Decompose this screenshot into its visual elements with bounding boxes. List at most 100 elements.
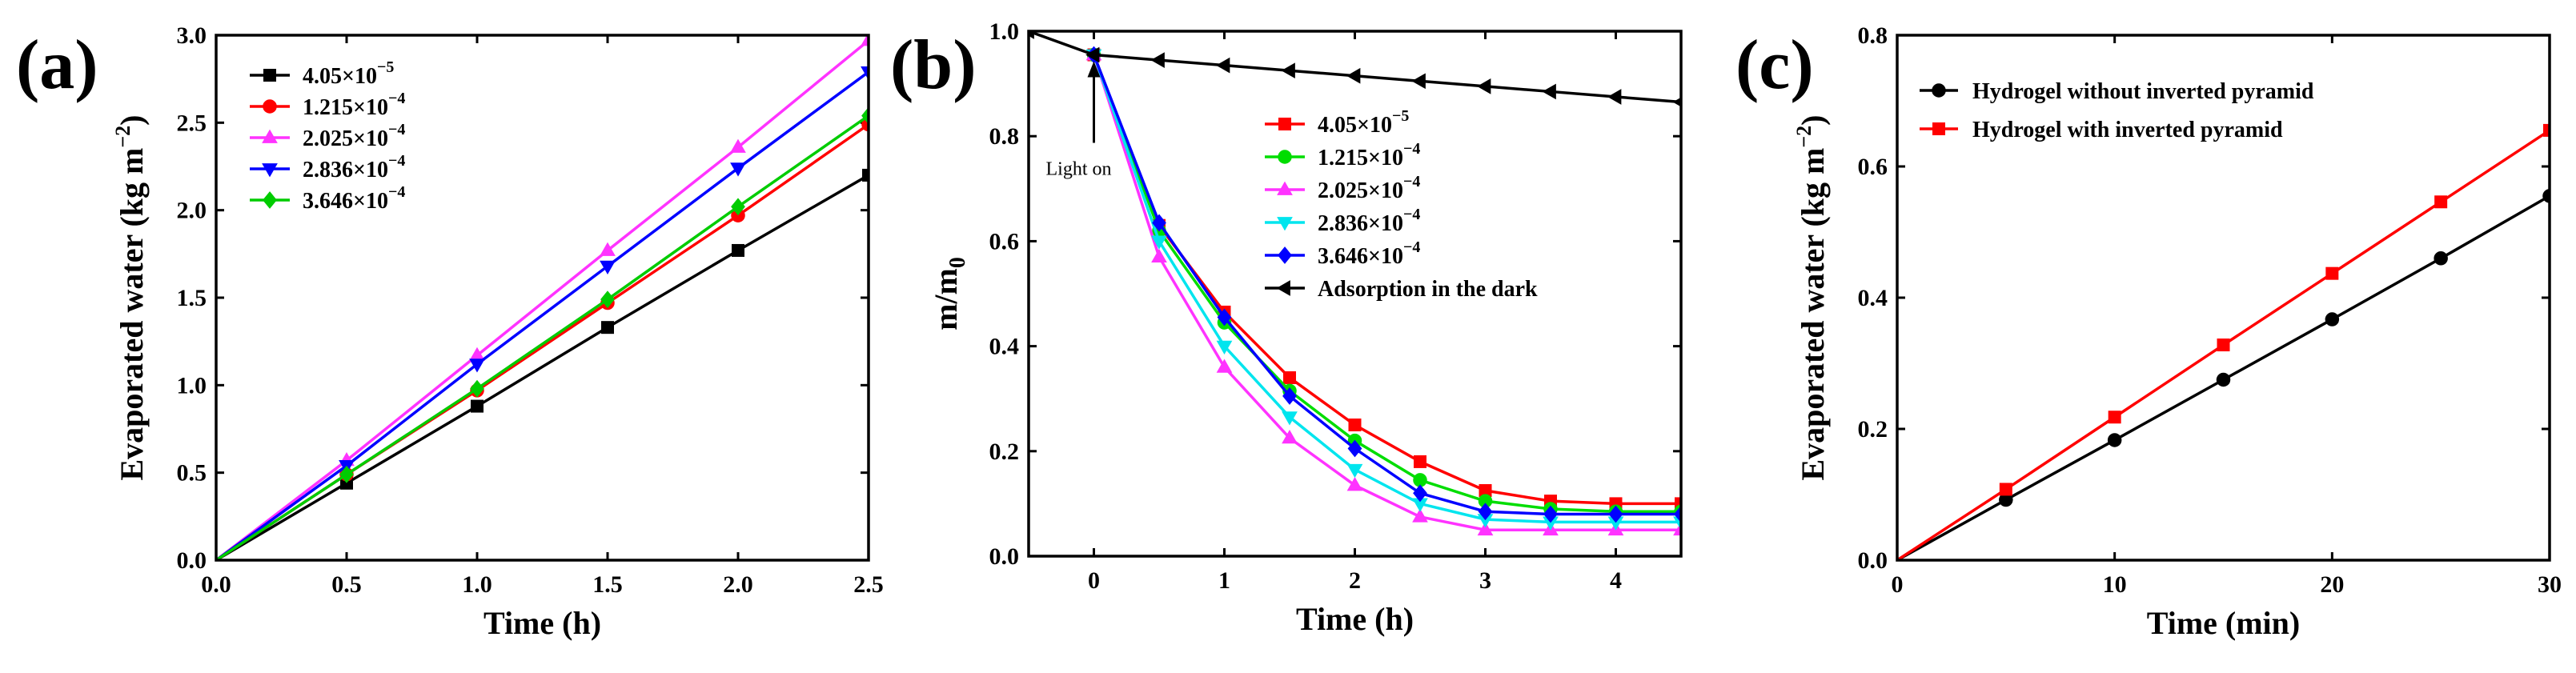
legend-label-name: 2.836×10 [1318,211,1403,236]
y-tick-label: 1.0 [989,18,1020,45]
data-point [2434,251,2448,266]
data-point [1414,455,1426,468]
legend-item: 1.215×10−4 [1265,140,1420,170]
data-point [861,66,869,81]
y-tick-label: 3.0 [177,22,207,49]
y-tick-label: 1.0 [177,372,207,399]
legend-marker [1276,280,1290,296]
plot-area [216,35,869,560]
y-tick-label: 2.0 [177,198,207,224]
legend-marker [263,69,276,82]
data-point [2543,123,2550,137]
data-point [600,290,615,309]
legend-label: 4.05×10−5 [1318,107,1409,138]
legend-label-name: 2.025×10 [303,126,388,151]
legend-label-name: Hydrogel with inverted pyramid [1972,118,2283,142]
legend-label-exp: −5 [1392,107,1409,125]
legend-label-exp: −4 [388,121,405,138]
data-point [1413,484,1427,503]
series-5 [1029,31,1681,107]
data-point [2108,411,2121,424]
data-point [1346,463,1363,479]
y-axis-title-end: ) [1795,114,1831,125]
data-point [1282,387,1297,405]
data-point [2325,312,2340,326]
panel-label: (a) [16,26,98,104]
y-axis-title-main: m/m [928,268,964,330]
y-axis-title: m/m0 [928,257,970,330]
legend-label-exp: −5 [377,58,394,76]
legend-item: Hydrogel with inverted pyramid [1920,118,2283,142]
y-axis-title-sup: −2 [1792,126,1816,148]
y-axis-title: Evaporated water (kg m−2) [1792,114,1831,480]
legend-label-exp: −4 [388,152,405,170]
x-tick-label: 3 [1479,567,1491,594]
panel-label: (b) [890,26,977,104]
y-tick-label: 0.6 [989,228,1020,254]
series-3 [216,66,869,560]
legend-label-exp: −4 [1403,140,1420,158]
data-point [730,138,746,153]
data-point [1608,505,1623,523]
data-point [730,162,746,177]
y-axis-title: Evaporated water (kg m−2) [111,114,150,480]
legend-marker [1932,83,1946,98]
plot-frame [1896,34,2551,562]
data-point [2107,433,2122,447]
legend-item: 2.836×10−4 [250,152,405,182]
x-tick-label: 0.0 [201,571,231,598]
data-point [1150,52,1165,68]
data-point [1478,503,1493,521]
legend: Hydrogel without inverted pyramid Hydroge… [1920,79,2314,142]
legend-label: 1.215×10−4 [303,90,405,120]
legend: 4.05×10−51.215×10−42.025×10−42.836×10−43… [1265,107,1538,302]
panel-label: (c) [1735,26,1814,104]
data-point [1216,57,1230,74]
x-tick-label: 10 [2103,571,2127,598]
legend-label-exp: −4 [388,90,405,107]
legend-item: 1.215×10−4 [250,90,405,120]
plot-area [1897,123,2550,560]
data-point [1281,62,1295,79]
legend-label-name: 2.025×10 [1318,178,1403,203]
data-point [339,465,354,483]
light-on-annotation: Light on [1046,159,1112,180]
plot-frame [1027,30,1683,558]
legend-label: Adsorption in the dark [1318,277,1538,302]
data-point [1411,73,1426,90]
legend-label: 2.025×10−4 [1318,173,1420,203]
legend-label: Hydrogel without inverted pyramid [1972,79,2314,104]
legend-label: 2.836×10−4 [1318,206,1420,236]
y-tick-label: 0.2 [1858,416,1888,443]
chart-panel-c: (c) 0 10 20 30 0.0 0.2 0.4 0.6 0.8 Time (min) Evapo… [1735,22,2562,641]
legend-item: 3.646×10−4 [250,183,405,214]
y-axis-title-main: Evaporated water (kg m [1795,148,1831,481]
data-point [861,106,869,125]
legend-label-exp: −4 [1403,206,1420,223]
series-line [1092,54,1681,516]
data-point [2542,189,2550,203]
y-tick-label: 0.0 [1858,547,1888,574]
series-line [216,70,869,560]
x-tick-label: 2.5 [853,571,884,598]
x-tick-label: 4 [1610,567,1622,594]
x-axis-title: Time (h) [484,605,601,641]
data-point [1347,439,1362,458]
data-point [1477,521,1494,536]
legend-item: 2.836×10−4 [1265,206,1420,236]
data-point [1085,46,1100,63]
x-tick-label: 20 [2320,571,2344,598]
legend-item: 4.05×10−5 [250,58,394,89]
legend-marker [1278,246,1292,264]
data-point [1282,430,1298,444]
legend-marker [1278,150,1292,164]
legend-item: 4.05×10−5 [1265,107,1409,138]
series-line [1092,54,1681,524]
data-point [1999,483,2012,496]
legend-label-name: 3.646×10 [1318,244,1403,269]
data-point [1346,67,1361,84]
legend-label: 2.836×10−4 [303,152,405,182]
series-0 [216,168,869,560]
y-tick-label: 0.2 [989,439,1020,465]
